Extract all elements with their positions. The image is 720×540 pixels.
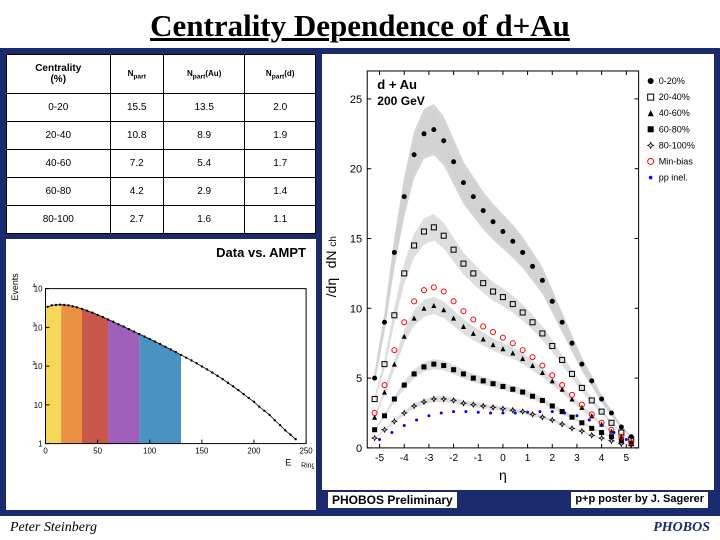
main-chart: 0 5 10 15 20 25 -5 -4 -3 -2 -1 0 1 2 3 4 5 η dN ch/dη d + Au… — [322, 54, 714, 490]
table-cell: 60-80 — [7, 178, 111, 206]
table-cell: 1.1 — [245, 206, 316, 234]
svg-text:5: 5 — [356, 373, 362, 385]
svg-text:4: 4 — [599, 453, 605, 464]
svg-text:-3: -3 — [424, 453, 433, 464]
svg-text:-2: -2 — [449, 453, 458, 464]
table-cell: 4.2 — [110, 178, 163, 206]
svg-text:η: η — [499, 467, 507, 483]
svg-text:-5: -5 — [375, 453, 384, 464]
small-chart-title: Data vs. AMPT — [216, 245, 306, 260]
table-cell: 13.5 — [163, 94, 244, 122]
svg-text:1: 1 — [525, 453, 531, 464]
content-area: Centrality(%)NpartNpart(Au)Npart(d) 0-20… — [0, 48, 720, 516]
svg-text:150: 150 — [195, 446, 209, 455]
svg-text:40-60%: 40-60% — [659, 108, 690, 118]
svg-text:d + Au: d + Au — [377, 77, 417, 92]
table-cell: 10.8 — [110, 122, 163, 150]
table-cell: 0-20 — [7, 94, 111, 122]
svg-text:Min-bias: Min-bias — [659, 156, 694, 166]
table-cell: 1.6 — [163, 206, 244, 234]
svg-text:60-80%: 60-80% — [659, 124, 690, 134]
svg-text:3: 3 — [574, 453, 580, 464]
svg-text:10: 10 — [34, 401, 43, 410]
table-cell: 1.4 — [245, 178, 316, 206]
table-row: 80-1002.71.61.1 — [7, 206, 316, 234]
table-row: 0-2015.513.52.0 — [7, 94, 316, 122]
svg-text:200 GeV: 200 GeV — [377, 94, 425, 108]
slide-title: Centrality Dependence of d+Au — [0, 0, 720, 48]
svg-text:pp inel.: pp inel. — [659, 173, 688, 183]
svg-text:5: 5 — [623, 453, 629, 464]
svg-text:25: 25 — [350, 94, 362, 106]
footer: Peter Steinberg PHOBOS — [0, 516, 720, 540]
svg-text:Events: Events — [10, 273, 20, 301]
table-header: Npart(Au) — [163, 55, 244, 94]
svg-text:0: 0 — [43, 446, 48, 455]
svg-text:2: 2 — [549, 453, 555, 464]
svg-text:200: 200 — [247, 446, 261, 455]
table-cell: 40-60 — [7, 150, 111, 178]
svg-text:50: 50 — [93, 446, 102, 455]
svg-text:Ring: Ring — [301, 462, 314, 469]
svg-text:E: E — [285, 457, 291, 467]
svg-text:-1: -1 — [474, 453, 483, 464]
svg-text:0-20%: 0-20% — [659, 76, 685, 86]
svg-text:2: 2 — [32, 361, 35, 367]
svg-text:15: 15 — [350, 234, 362, 246]
svg-text:0: 0 — [500, 453, 506, 464]
table-row: 20-4010.88.91.9 — [7, 122, 316, 150]
table-cell: 5.4 — [163, 150, 244, 178]
table-cell: 7.2 — [110, 150, 163, 178]
table-cell: 2.9 — [163, 178, 244, 206]
svg-text:1: 1 — [38, 440, 42, 449]
svg-text:dN: dN — [323, 250, 339, 268]
events-vs-ering-plot: 110102103104050100150200250ERingEvents — [8, 241, 314, 508]
bottom-labels: PHOBOS Preliminary p+p poster by J. Sage… — [322, 490, 714, 510]
svg-text:/dη: /dη — [323, 278, 339, 298]
table-cell: 80-100 — [7, 206, 111, 234]
centrality-table: Centrality(%)NpartNpart(Au)Npart(d) 0-20… — [6, 54, 316, 234]
svg-text:80-100%: 80-100% — [659, 140, 695, 150]
table-cell: 2.7 — [110, 206, 163, 234]
table-cell: 8.9 — [163, 122, 244, 150]
svg-text:ch: ch — [328, 236, 339, 247]
table-cell: 2.0 — [245, 94, 316, 122]
table-cell: 1.9 — [245, 122, 316, 150]
svg-text:-4: -4 — [400, 453, 409, 464]
svg-text:20: 20 — [350, 164, 362, 176]
small-chart: Data vs. AMPT 11010210310405010015020025… — [6, 239, 316, 510]
table-row: 60-804.22.91.4 — [7, 178, 316, 206]
svg-text:10: 10 — [350, 303, 362, 315]
table-header: Centrality(%) — [7, 55, 111, 94]
poster-credit: p+p poster by J. Sagerer — [571, 492, 708, 508]
author-name: Peter Steinberg — [10, 520, 97, 536]
table-cell: 15.5 — [110, 94, 163, 122]
svg-text:100: 100 — [143, 446, 157, 455]
phobos-logo: PHOBOS — [653, 520, 710, 536]
dnch-deta-plot: 0 5 10 15 20 25 -5 -4 -3 -2 -1 0 1 2 3 4 5 η dN ch/dη d + Au… — [322, 54, 714, 490]
table-row: 40-607.25.41.7 — [7, 150, 316, 178]
table-header: Npart — [110, 55, 163, 94]
table-cell: 20-40 — [7, 122, 111, 150]
left-column: Centrality(%)NpartNpart(Au)Npart(d) 0-20… — [6, 54, 316, 510]
right-column: 0 5 10 15 20 25 -5 -4 -3 -2 -1 0 1 2 3 4 5 η dN ch/dη d + Au… — [322, 54, 714, 510]
svg-text:250: 250 — [300, 446, 314, 455]
svg-text:0: 0 — [356, 443, 362, 455]
table-cell: 1.7 — [245, 150, 316, 178]
table-header: Npart(d) — [245, 55, 316, 94]
svg-text:20-40%: 20-40% — [659, 92, 690, 102]
preliminary-label: PHOBOS Preliminary — [328, 492, 457, 508]
